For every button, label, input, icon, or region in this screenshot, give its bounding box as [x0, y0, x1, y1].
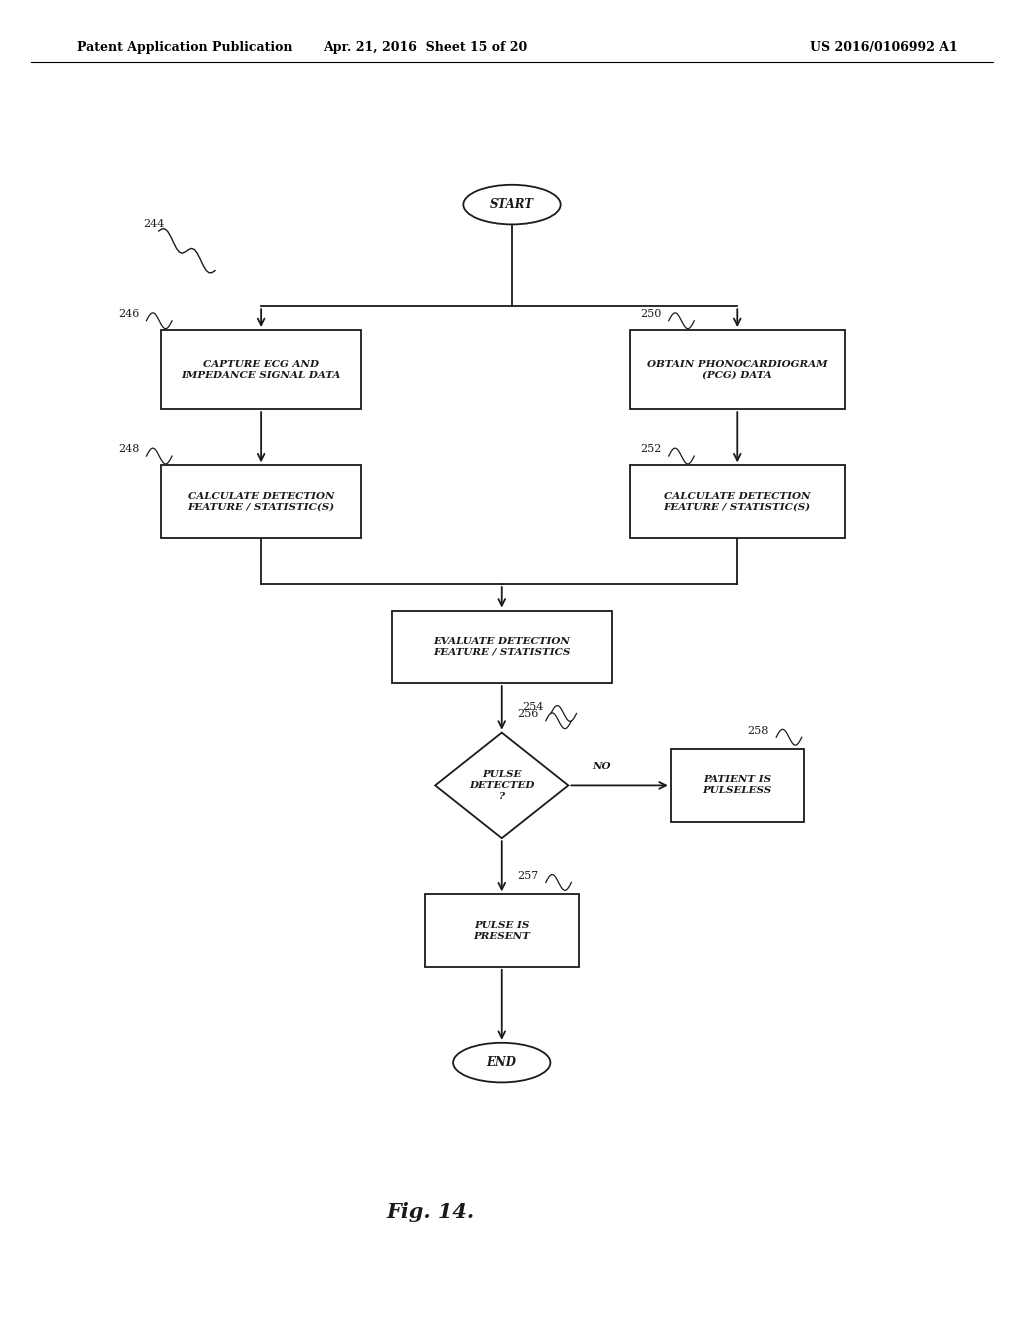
Text: Fig. 14.: Fig. 14. — [386, 1201, 474, 1222]
Text: 257: 257 — [517, 871, 539, 880]
FancyBboxPatch shape — [162, 465, 361, 539]
Ellipse shape — [453, 1043, 551, 1082]
Text: 254: 254 — [522, 702, 544, 711]
FancyBboxPatch shape — [671, 750, 804, 821]
Text: END: END — [486, 1056, 517, 1069]
Text: 256: 256 — [517, 709, 539, 719]
FancyBboxPatch shape — [162, 330, 361, 409]
Text: NO: NO — [592, 763, 610, 771]
Text: 258: 258 — [748, 726, 769, 735]
Text: 250: 250 — [640, 309, 662, 319]
Text: US 2016/0106992 A1: US 2016/0106992 A1 — [810, 41, 957, 54]
Text: CAPTURE ECG AND
IMPEDANCE SIGNAL DATA: CAPTURE ECG AND IMPEDANCE SIGNAL DATA — [181, 359, 341, 380]
Text: PATIENT IS
PULSELESS: PATIENT IS PULSELESS — [702, 775, 772, 796]
Text: CALCULATE DETECTION
FEATURE / STATISTIC(S): CALCULATE DETECTION FEATURE / STATISTIC(… — [664, 491, 811, 512]
Ellipse shape — [463, 185, 561, 224]
Text: OBTAIN PHONOCARDIOGRAM
(PCG) DATA: OBTAIN PHONOCARDIOGRAM (PCG) DATA — [647, 359, 827, 380]
FancyBboxPatch shape — [391, 610, 612, 684]
Text: START: START — [490, 198, 534, 211]
FancyBboxPatch shape — [425, 895, 579, 966]
Text: 252: 252 — [640, 445, 662, 454]
Text: PULSE
DETECTED
?: PULSE DETECTED ? — [469, 770, 535, 801]
Text: 246: 246 — [118, 309, 139, 319]
Text: Apr. 21, 2016  Sheet 15 of 20: Apr. 21, 2016 Sheet 15 of 20 — [323, 41, 527, 54]
Polygon shape — [435, 733, 568, 838]
Text: 244: 244 — [143, 219, 165, 230]
Text: CALCULATE DETECTION
FEATURE / STATISTIC(S): CALCULATE DETECTION FEATURE / STATISTIC(… — [187, 491, 335, 512]
FancyBboxPatch shape — [630, 465, 845, 539]
Text: PULSE IS
PRESENT: PULSE IS PRESENT — [473, 920, 530, 941]
Text: 248: 248 — [118, 445, 139, 454]
Text: EVALUATE DETECTION
FEATURE / STATISTICS: EVALUATE DETECTION FEATURE / STATISTICS — [433, 636, 570, 657]
FancyBboxPatch shape — [630, 330, 845, 409]
Text: Patent Application Publication: Patent Application Publication — [77, 41, 292, 54]
